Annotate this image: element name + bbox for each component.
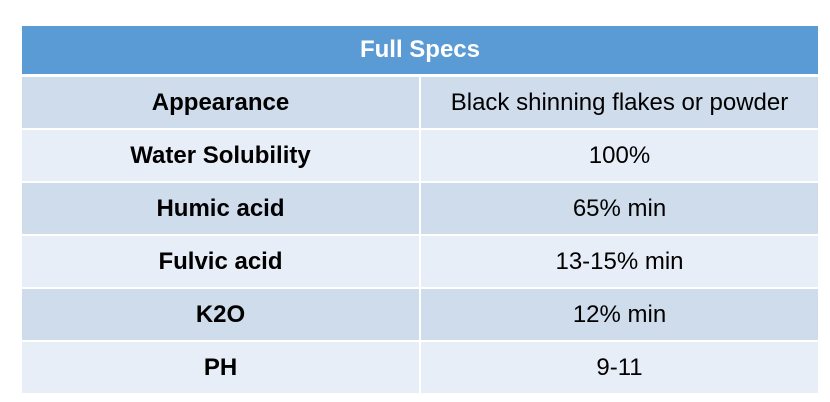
spec-value: 100% [420,128,818,182]
spec-label: PH [22,340,421,393]
specs-table: Full Specs Appearance Black shinning fla… [22,26,818,393]
table-row: Water Solubility 100% [22,128,818,182]
spec-value: 12% min [420,287,818,341]
table-row: Fulvic acid 13-15% min [22,234,818,288]
table-row: Humic acid 65% min [22,181,818,235]
table-header-row: Full Specs [22,26,818,77]
spec-value: 9-11 [420,340,818,393]
spec-value: 65% min [420,181,818,235]
table-row: Appearance Black shinning flakes or powd… [22,74,818,129]
table-title: Full Specs [22,26,818,77]
spec-label: Water Solubility [22,128,421,182]
spec-label: Fulvic acid [22,234,421,288]
spec-label: Appearance [22,74,421,129]
table-row: K2O 12% min [22,287,818,341]
table-row: PH 9-11 [22,340,818,393]
spec-value: 13-15% min [420,234,818,288]
spec-label: Humic acid [22,181,421,235]
spec-value: Black shinning flakes or powder [420,74,818,129]
spec-label: K2O [22,287,421,341]
